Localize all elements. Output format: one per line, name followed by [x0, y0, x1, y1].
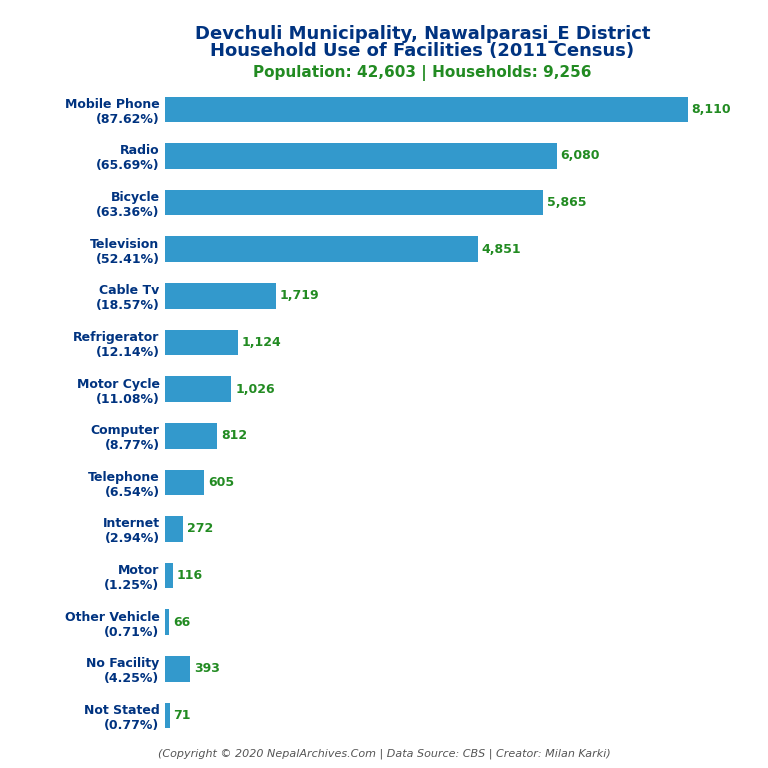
Bar	[165, 516, 183, 541]
Bar	[165, 656, 190, 682]
Text: Devchuli Municipality, Nawalparasi_E District: Devchuli Municipality, Nawalparasi_E Dis…	[194, 25, 650, 42]
Bar	[165, 469, 204, 495]
Bar	[165, 610, 170, 635]
Bar	[165, 97, 687, 122]
Text: 116: 116	[177, 569, 203, 582]
Text: 812: 812	[221, 429, 247, 442]
Text: Population: 42,603 | Households: 9,256: Population: 42,603 | Households: 9,256	[253, 65, 591, 81]
Text: (Copyright © 2020 NepalArchives.Com | Data Source: CBS | Creator: Milan Karki): (Copyright © 2020 NepalArchives.Com | Da…	[157, 748, 611, 759]
Bar	[165, 329, 237, 356]
Text: 272: 272	[187, 522, 213, 535]
Bar	[165, 237, 478, 262]
Bar	[165, 703, 170, 728]
Bar	[165, 376, 231, 402]
Text: 393: 393	[194, 662, 220, 675]
Bar	[165, 563, 173, 588]
Text: 4,851: 4,851	[482, 243, 521, 256]
Text: 6,080: 6,080	[561, 150, 601, 163]
Text: 8,110: 8,110	[691, 103, 731, 116]
Bar	[165, 283, 276, 309]
Bar	[165, 143, 557, 169]
Text: 1,124: 1,124	[241, 336, 281, 349]
Bar	[165, 190, 543, 215]
Text: 66: 66	[174, 616, 190, 629]
Text: 1,026: 1,026	[235, 382, 275, 396]
Bar	[165, 423, 217, 449]
Text: 71: 71	[174, 709, 191, 722]
Text: 1,719: 1,719	[280, 290, 319, 303]
Text: 5,865: 5,865	[547, 196, 586, 209]
Text: 605: 605	[208, 476, 234, 489]
Text: Household Use of Facilities (2011 Census): Household Use of Facilities (2011 Census…	[210, 42, 634, 60]
